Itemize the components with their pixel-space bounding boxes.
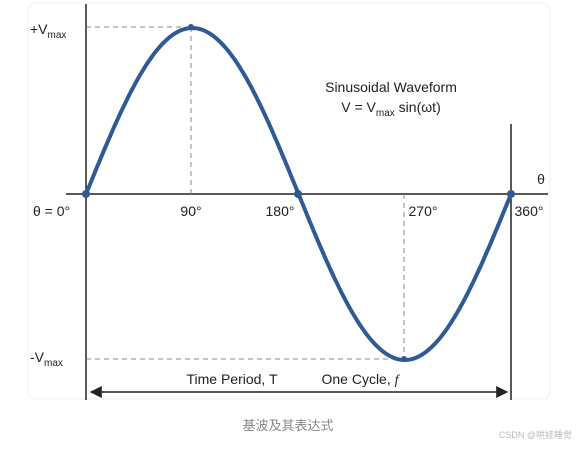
caption: 基波及其表达式 — [242, 418, 333, 433]
formula: V = Vmax sin(ωt) — [341, 99, 440, 119]
title: Sinusoidal Waveform — [325, 79, 457, 95]
watermark: CSDN @哄娃睡觉 — [499, 429, 572, 440]
cycle-label: One Cycle, f — [321, 371, 400, 388]
x-label: 180° — [266, 203, 295, 219]
theta-symbol: θ — [537, 171, 545, 187]
card — [27, 2, 551, 400]
x-label: 90° — [180, 203, 201, 219]
points — [82, 24, 515, 362]
x-label: 270° — [409, 203, 438, 219]
vmax-label: +Vmax — [30, 21, 66, 41]
x-label: 360° — [515, 203, 544, 219]
period-label: Time Period, T — [186, 371, 277, 387]
vmin-label: -Vmax — [30, 349, 63, 369]
guides — [86, 26, 405, 360]
x-label: θ = 0° — [33, 203, 70, 219]
